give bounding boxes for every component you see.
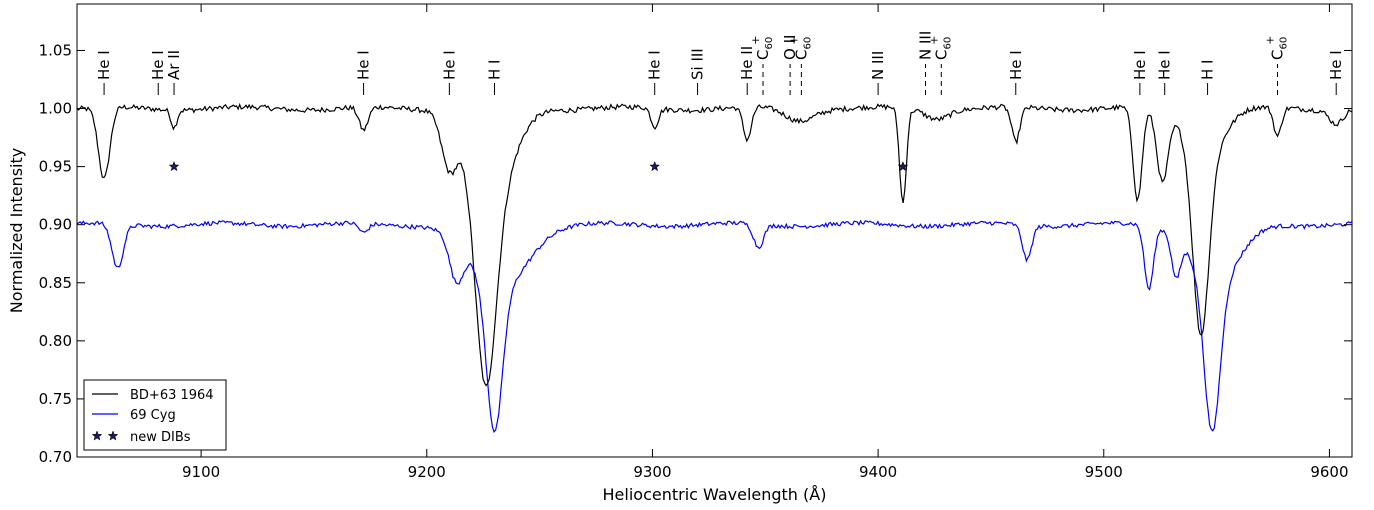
line-id-4: He I bbox=[440, 50, 458, 95]
line-id-20: He I bbox=[1327, 50, 1345, 95]
legend-star-1 bbox=[107, 430, 119, 441]
line-id-18: H I bbox=[1199, 60, 1217, 95]
line-id-label: He I bbox=[1131, 50, 1149, 80]
series-line-1 bbox=[77, 219, 1352, 433]
x-tick-label: 9200 bbox=[408, 463, 446, 481]
legend: BD+63 1964 69 Cyg new DIBs bbox=[83, 379, 227, 451]
series-line-0 bbox=[77, 102, 1352, 387]
y-tick-label: 0.70 bbox=[39, 448, 72, 466]
legend-swatch-dibs bbox=[91, 430, 119, 441]
line-id-16: He I bbox=[1131, 50, 1149, 95]
line-id-label: Ar II bbox=[165, 50, 183, 80]
dib-marker-1 bbox=[649, 160, 661, 172]
plot-content bbox=[77, 102, 1352, 433]
legend-star-0 bbox=[91, 430, 103, 441]
line-id-label: He I bbox=[1156, 50, 1174, 80]
y-tick-label: 0.90 bbox=[39, 216, 72, 234]
line-id-8: He II bbox=[738, 46, 756, 95]
dib-marker-0 bbox=[168, 160, 180, 172]
line-id-15: He I bbox=[1007, 50, 1025, 95]
x-tick-label: 9100 bbox=[182, 463, 220, 481]
y-tick-label: 1.05 bbox=[39, 41, 72, 59]
line-id-7: Si III bbox=[689, 48, 707, 95]
axis-ticks: 9100 9200 9300 9400 9500 9600 0.70 0.75 0.80 0.85… bbox=[39, 4, 1352, 481]
dib-marker-2 bbox=[897, 160, 909, 172]
line-id-10: O II bbox=[781, 35, 799, 95]
x-tick-label: 9600 bbox=[1310, 463, 1348, 481]
line-id-label: C60+ bbox=[1264, 36, 1290, 60]
y-tick-label: 0.75 bbox=[39, 390, 72, 408]
line-id-17: He I bbox=[1156, 50, 1174, 95]
line-id-label: He I bbox=[440, 50, 458, 80]
line-id-5: H I bbox=[485, 60, 503, 95]
line-id-0: He I bbox=[95, 50, 113, 95]
line-id-label: He I bbox=[1327, 50, 1345, 80]
x-tick-label: 9500 bbox=[1085, 463, 1123, 481]
line-id-label: He I bbox=[355, 50, 373, 80]
line-id-label: H I bbox=[485, 60, 503, 80]
legend-label-69cyg: 69 Cyg bbox=[130, 408, 176, 423]
line-id-label: He I bbox=[95, 50, 113, 80]
line-id-label: N III bbox=[869, 51, 887, 80]
line-id-label: He I bbox=[1007, 50, 1025, 80]
line-id-label: He II bbox=[738, 46, 756, 80]
line-id-label: O II bbox=[781, 35, 799, 60]
line-id-label: Si III bbox=[689, 48, 707, 80]
legend-label-bd63: BD+63 1964 bbox=[130, 388, 214, 403]
y-tick-label: 0.95 bbox=[39, 158, 72, 176]
line-id-12: N III bbox=[869, 51, 887, 95]
line-id-6: He I bbox=[646, 50, 664, 95]
line-id-19: C60+ bbox=[1264, 36, 1290, 95]
line-id-label: He I bbox=[149, 50, 167, 80]
line-id-1: He I bbox=[149, 50, 167, 95]
plot-frame bbox=[76, 3, 1353, 458]
line-id-14: C60+ bbox=[927, 36, 953, 95]
y-axis-label: Normalized Intensity bbox=[7, 148, 26, 313]
line-id-2: Ar II bbox=[165, 50, 183, 95]
line-id-3: He I bbox=[355, 50, 373, 95]
y-tick-label: 0.80 bbox=[39, 332, 72, 350]
line-id-label: He I bbox=[646, 50, 664, 80]
line-id-13: N III bbox=[916, 31, 934, 95]
legend-label-dibs: new DIBs bbox=[130, 430, 191, 445]
line-id-label: H I bbox=[1199, 60, 1217, 80]
x-axis-label: Heliocentric Wavelength (Å) bbox=[603, 485, 827, 504]
y-tick-label: 1.00 bbox=[39, 100, 72, 118]
line-id-11: C60+ bbox=[787, 36, 813, 95]
x-tick-label: 9400 bbox=[859, 463, 897, 481]
legend-box bbox=[83, 379, 227, 451]
y-tick-label: 0.85 bbox=[39, 274, 72, 292]
x-tick-label: 9300 bbox=[633, 463, 671, 481]
line-id-label: N III bbox=[916, 31, 934, 60]
